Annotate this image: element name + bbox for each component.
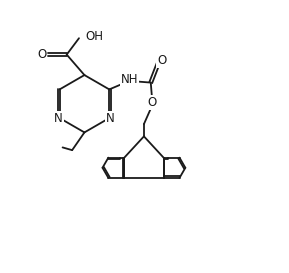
Text: N: N [106,112,115,124]
Text: OH: OH [85,30,103,43]
Text: NH: NH [121,73,138,86]
Text: N: N [54,112,63,124]
Text: O: O [147,96,157,109]
Text: O: O [37,48,46,61]
Text: O: O [157,54,166,67]
